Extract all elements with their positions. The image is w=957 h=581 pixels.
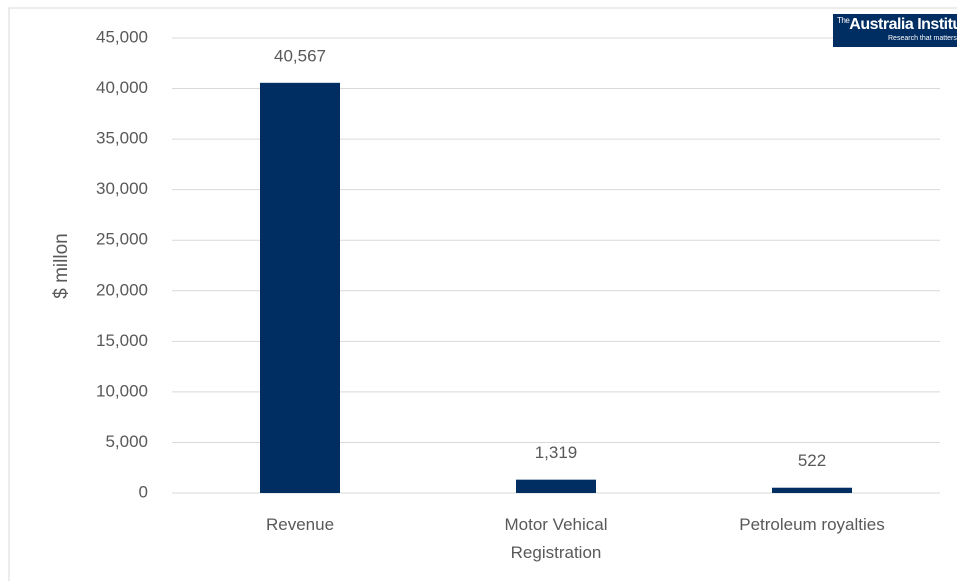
y-tick-label: 45,000 <box>96 27 148 46</box>
y-tick-label: 25,000 <box>96 230 148 249</box>
bar <box>772 487 852 493</box>
y-tick-label: 40,000 <box>96 78 148 97</box>
y-tick-label: 15,000 <box>96 331 148 350</box>
bar <box>516 479 596 493</box>
y-tick-label: 0 <box>139 482 148 501</box>
y-tick-label: 20,000 <box>96 280 148 299</box>
logo: TheAustralia Institute Research that mat… <box>833 14 957 47</box>
x-tick-label: Revenue <box>265 515 335 534</box>
y-tick-label: 35,000 <box>96 129 148 148</box>
logo-tagline: Research that matters <box>888 35 957 42</box>
y-axis-label: $ millon <box>51 233 72 298</box>
y-tick-label: 10,000 <box>96 381 148 400</box>
value-label: 1,319 <box>535 443 578 462</box>
y-tick-label: 5,000 <box>105 432 148 451</box>
bar <box>260 82 340 493</box>
value-label: 522 <box>798 451 826 470</box>
x-tick-label: Petroleum royalties <box>739 515 885 534</box>
x-tick-label: Motor Vehical Registration <box>504 515 608 562</box>
logo-title: Australia Institute <box>849 16 957 33</box>
logo-name: TheAustralia Institute <box>837 16 957 34</box>
logo-prefix: The <box>837 16 850 25</box>
chart-border <box>8 7 957 581</box>
y-tick-label: 30,000 <box>96 179 148 198</box>
value-label: 40,567 <box>274 46 326 65</box>
